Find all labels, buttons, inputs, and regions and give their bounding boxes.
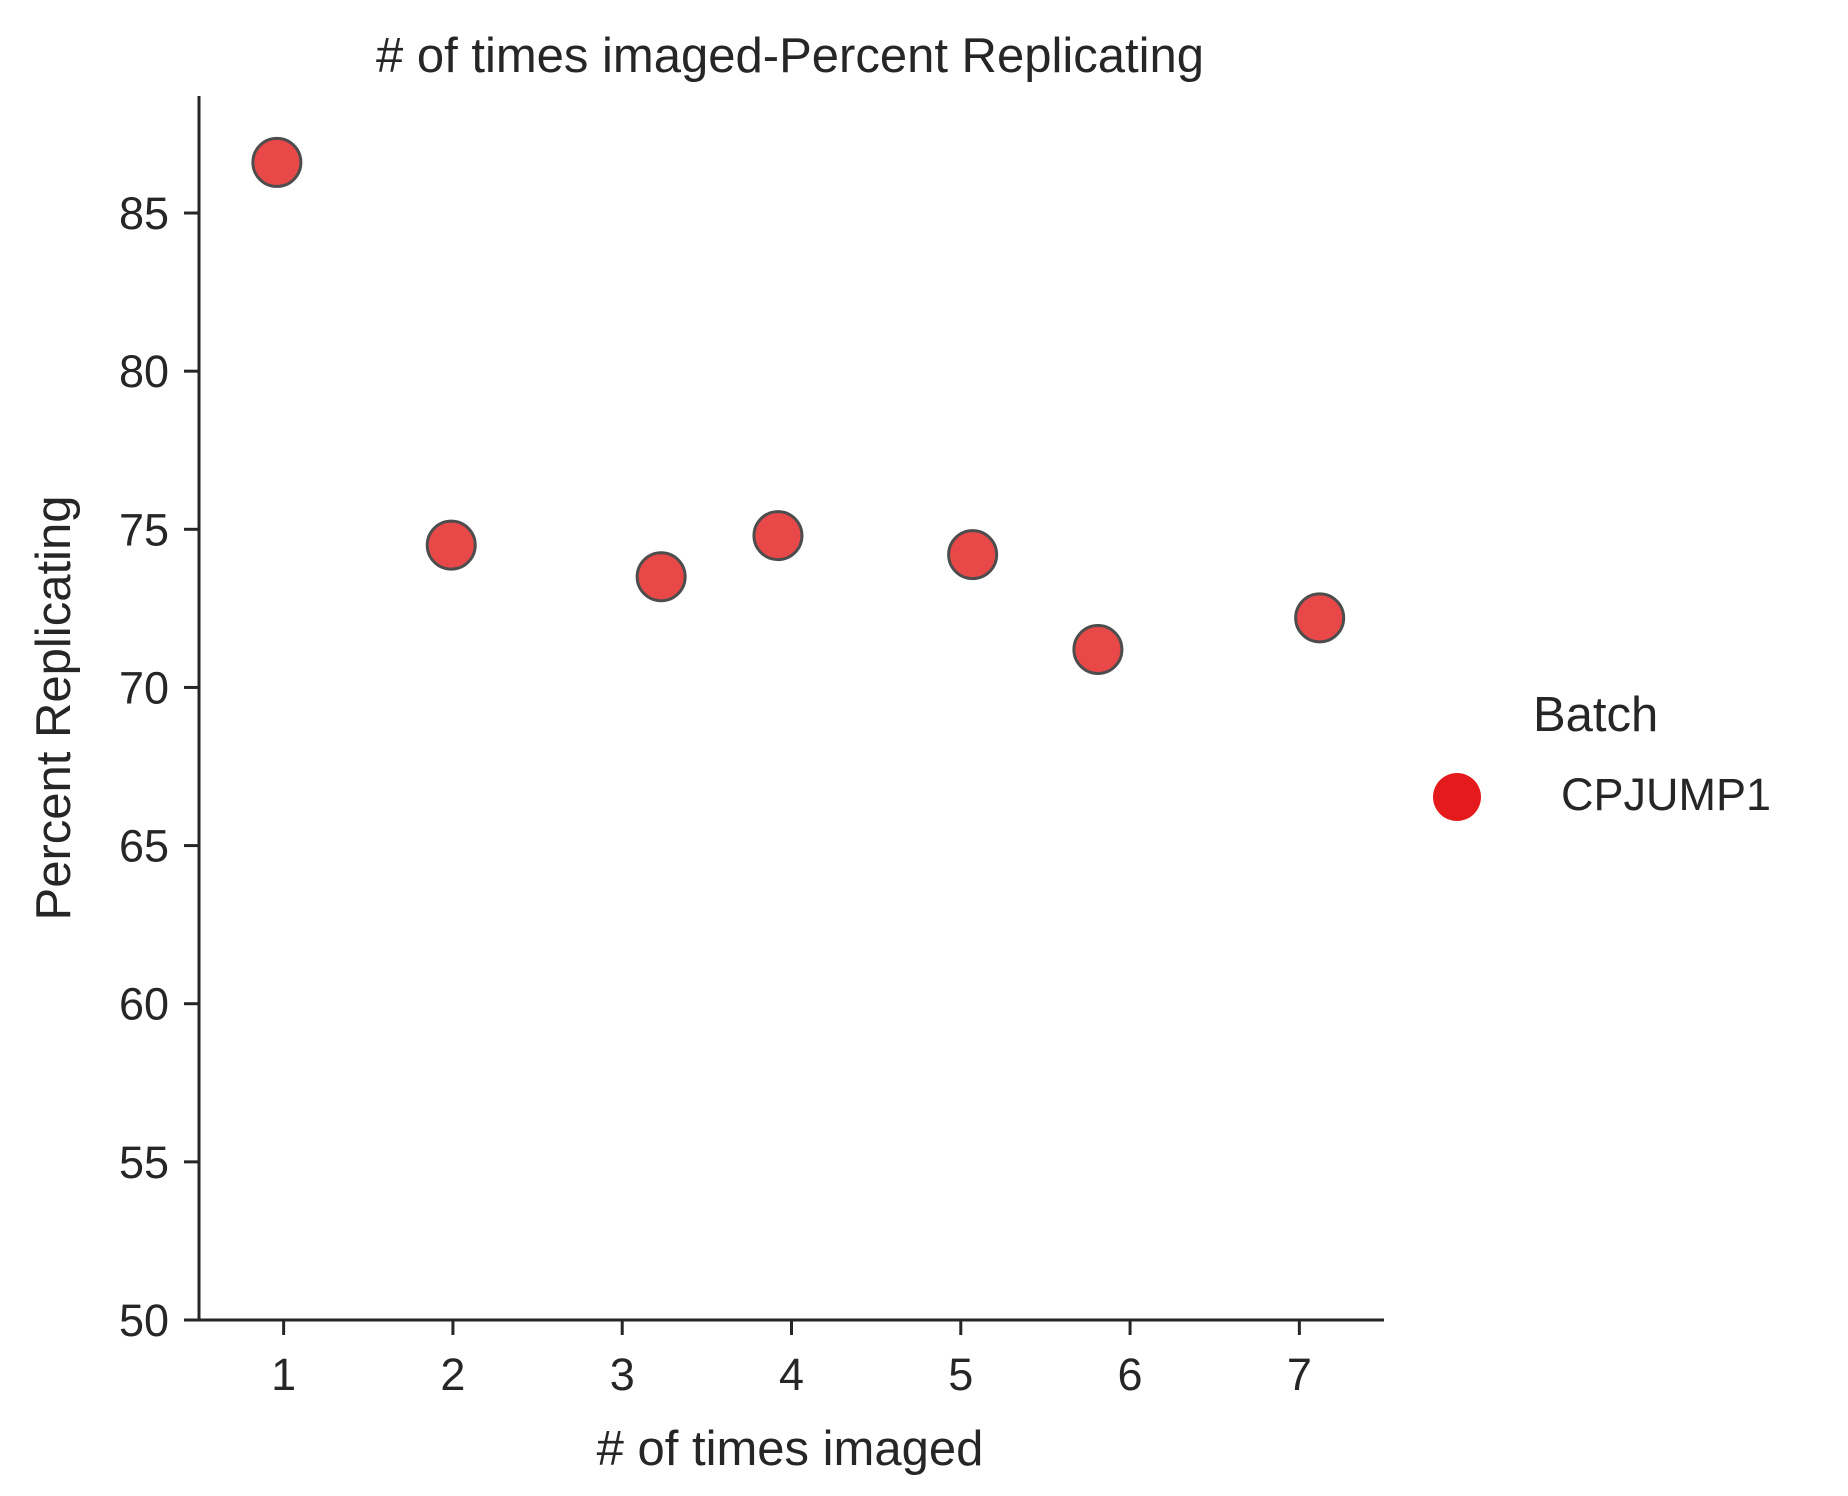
data-point-2 xyxy=(425,519,477,571)
y-tick-label-55: 55 xyxy=(119,1137,169,1188)
data-point-6 xyxy=(1072,623,1124,675)
x-tick-label-5: 5 xyxy=(948,1349,973,1400)
y-tick-label-65: 65 xyxy=(119,821,169,872)
chart-title: # of times imaged-Percent Replicating xyxy=(376,29,1204,83)
y-tick-label-70: 70 xyxy=(119,662,169,713)
y-axis-label: Percent Replicating xyxy=(27,496,81,921)
x-tick-label-1: 1 xyxy=(271,1349,296,1400)
legend-title: Batch xyxy=(1533,688,1658,742)
y-tick-label-75: 75 xyxy=(119,504,169,555)
x-tick-label-4: 4 xyxy=(779,1349,804,1400)
data-point-1 xyxy=(251,136,303,188)
legend-label-cpjump1: CPJUMP1 xyxy=(1561,769,1771,820)
y-tick-label-60: 60 xyxy=(119,979,169,1030)
data-point-4 xyxy=(752,510,804,562)
x-tick-label-2: 2 xyxy=(440,1349,465,1400)
x-tick-label-7: 7 xyxy=(1287,1349,1312,1400)
data-point-5 xyxy=(947,529,999,581)
data-point-3 xyxy=(635,551,687,603)
x-axis: 1 2 3 4 5 6 7 xyxy=(199,1318,1384,1400)
x-tick-label-3: 3 xyxy=(610,1349,635,1400)
data-points xyxy=(251,136,1346,675)
legend-marker-cpjump1 xyxy=(1433,773,1481,821)
y-tick-label-85: 85 xyxy=(119,188,169,239)
y-tick-label-50: 50 xyxy=(119,1295,169,1346)
y-axis: 50 55 60 65 70 75 80 85 xyxy=(119,96,201,1346)
x-tick-label-6: 6 xyxy=(1118,1349,1143,1400)
data-point-7 xyxy=(1294,592,1346,644)
x-axis-label: # of times imaged xyxy=(597,1422,984,1476)
y-tick-label-80: 80 xyxy=(119,346,169,397)
legend: Batch CPJUMP1 xyxy=(1433,688,1771,821)
